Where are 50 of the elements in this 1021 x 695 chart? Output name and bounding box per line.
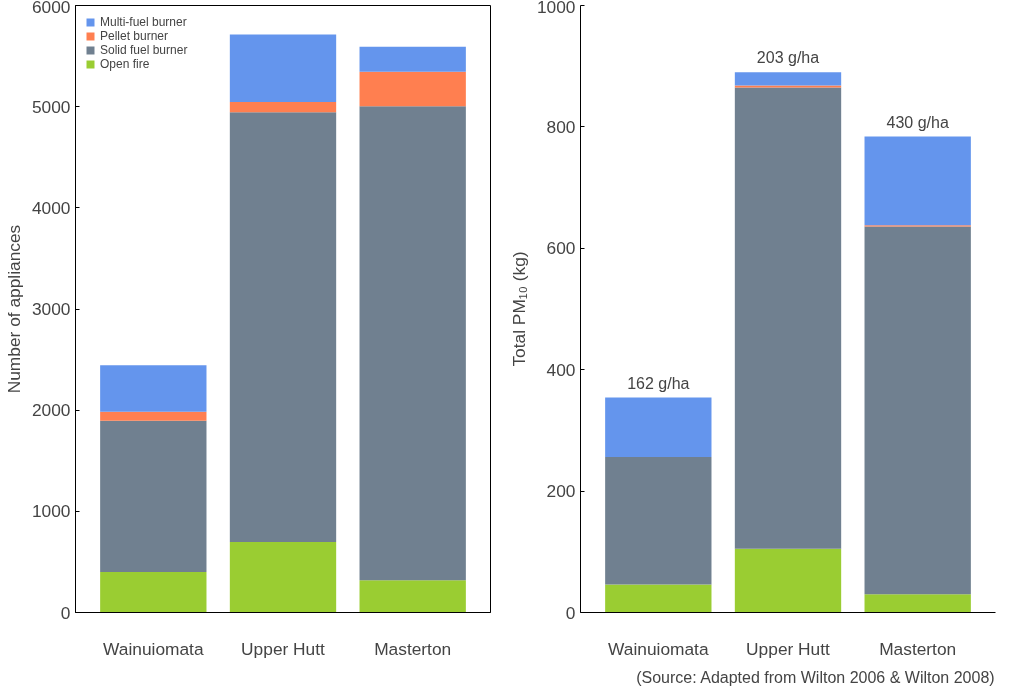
y-tick-label: 200 xyxy=(546,481,576,502)
bar xyxy=(605,584,712,613)
bar xyxy=(605,397,712,458)
y-tick-label: 0 xyxy=(60,602,71,623)
y-tick-label: 6000 xyxy=(31,0,71,17)
bar xyxy=(734,72,842,86)
bar xyxy=(864,226,971,595)
bar xyxy=(864,136,971,226)
bar xyxy=(229,541,337,613)
x-tick-label: Masterton xyxy=(374,638,452,659)
annotation: 203 g/ha xyxy=(756,49,820,67)
legend-label: Pellet burner xyxy=(100,29,169,43)
y-tick-label: 400 xyxy=(546,359,576,380)
x-tick-label: Upper Hutt xyxy=(746,638,831,659)
y-axis-title: Number of appliances xyxy=(3,224,24,394)
bar xyxy=(229,102,337,113)
bar xyxy=(359,580,466,613)
bar xyxy=(864,594,971,613)
x-tick-label: Wainuiomata xyxy=(608,638,709,659)
y-tick-label: 3000 xyxy=(31,299,71,319)
y-tick-label: 800 xyxy=(546,116,576,137)
x-tick-label: Wainuiomata xyxy=(103,638,204,659)
bar xyxy=(100,572,207,613)
annotation: 430 g/ha xyxy=(886,113,949,131)
y-tick-label: 1000 xyxy=(536,0,576,17)
bar xyxy=(100,365,207,412)
bar xyxy=(100,411,207,421)
x-tick-label: Masterton xyxy=(879,638,957,659)
text: (Source: Adapted from Wilton 2006 & Wilton 2008) xyxy=(636,668,995,686)
bar xyxy=(100,420,207,573)
bar xyxy=(229,112,337,542)
bar xyxy=(605,457,712,585)
y-tick-label: 5000 xyxy=(31,96,71,117)
annotation: 162 g/ha xyxy=(627,374,690,392)
y-tick-label: 0 xyxy=(565,602,576,623)
legend-label: Solid fuel burner xyxy=(100,43,188,57)
x-tick-label: Upper Hutt xyxy=(241,638,326,659)
legend-label: Open fire xyxy=(100,57,150,71)
y-axis-title: Total PM₁₀ (kg) xyxy=(508,251,529,367)
y-tick-label: 1000 xyxy=(31,501,71,522)
legend-label: Multi-fuel burner xyxy=(100,15,187,29)
y-tick-label: 600 xyxy=(546,238,576,259)
bar xyxy=(359,71,466,107)
bar xyxy=(359,46,466,72)
bar xyxy=(734,548,842,613)
y-tick-label: 4000 xyxy=(31,197,71,218)
bar xyxy=(229,34,337,103)
bar xyxy=(359,106,466,581)
y-tick-label: 2000 xyxy=(31,400,71,421)
bar xyxy=(734,87,842,549)
